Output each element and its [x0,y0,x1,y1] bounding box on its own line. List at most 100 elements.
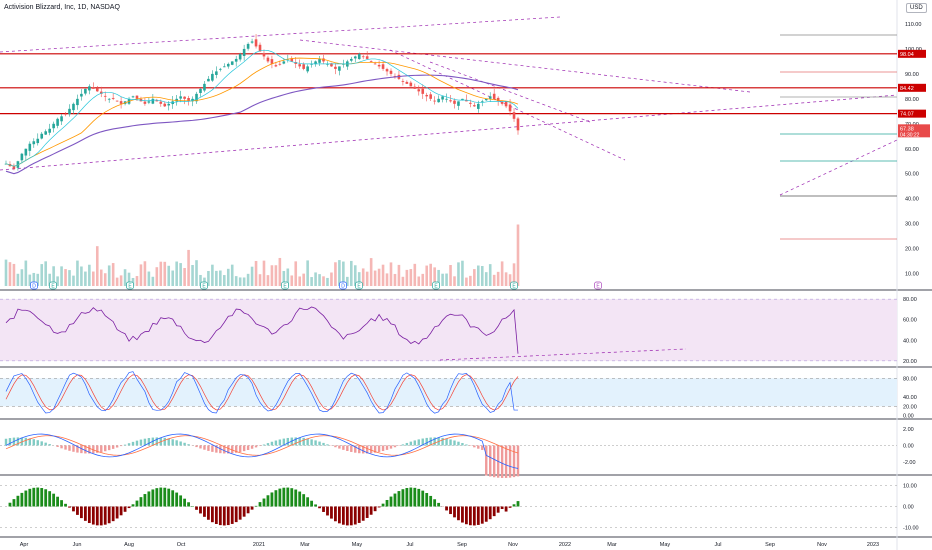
volume-bar [68,270,71,286]
x-tick-label: Apr [20,542,29,548]
event-marker-label: D [341,284,345,290]
candle-body [60,116,63,122]
currency-badge[interactable]: USD [906,3,927,13]
momentum-bar [508,506,512,508]
momentum-bar [163,487,167,507]
volume-bar [258,274,262,286]
momentum-bar [56,496,59,507]
momentum-bar [187,502,190,507]
macd-hist-bar [354,445,357,453]
macd-tick-label: 2.00 [903,427,914,433]
momentum-bar [183,498,187,507]
volume-bar [477,265,480,286]
candle-body [187,98,190,102]
momentum-bar [254,505,258,507]
macd-hist-bar [56,445,59,447]
macd-hist-bar [465,444,468,446]
volume-bar [44,261,47,286]
candle-body [421,88,425,94]
momentum-bar [286,487,290,507]
candle-body [250,41,254,43]
momentum-bar [298,491,302,507]
candle-body [234,58,238,62]
volume-bar [64,269,67,286]
momentum-bar [203,506,206,517]
momentum-bar [143,494,147,507]
volume-bar [294,261,298,286]
volume-bar [135,276,139,286]
macd-hist-bar [381,445,385,452]
macd-hist-bar [373,445,377,453]
volume-bar [183,268,186,286]
volume-bar [369,258,373,286]
x-tick-label: May [660,542,671,548]
volume-bar [16,273,20,286]
macd-hist-bar [76,445,79,453]
momentum-bar [199,506,202,514]
candle-body [326,63,329,65]
candle-body [385,69,389,72]
volume-bar [393,273,397,286]
volume-bar [496,271,500,286]
event-marker [355,281,363,290]
volume-bar [437,269,440,286]
macd-hist-bar [40,441,43,446]
volume-bar [80,266,83,286]
x-tick-label: Jul [714,542,721,548]
macd-hist-bar [238,445,242,453]
macd-hist-bar [219,445,222,454]
last-price-label: 67.38 [900,126,914,132]
volume-bar [4,259,8,286]
momentum-bar [318,506,321,509]
volume-bar [187,249,190,286]
macd-hist-bar [342,445,345,450]
momentum-bar [270,492,274,507]
x-tick-label: 2022 [559,542,571,548]
macd-hist-bar [389,445,393,449]
x-tick-label: Oct [177,542,186,548]
macd-hist-bar [20,437,24,446]
volume-bar [361,268,365,286]
momentum-bar [445,506,448,511]
x-tick-label: 2021 [253,542,265,548]
volume-bar [95,246,99,286]
volume-bar [270,265,274,286]
momentum-bar [405,487,409,507]
candle-body [437,98,440,103]
volume-bar [500,261,504,286]
momentum-bar [8,502,12,507]
momentum-bar [12,499,16,507]
event-marker [30,281,38,290]
candle-body [306,66,309,72]
volume-bar [484,272,488,286]
macd-hist-bar [413,440,417,446]
trendline [389,49,626,161]
level-badge [898,49,926,58]
event-marker-label: E [596,284,600,290]
candle-body [226,63,230,67]
ma50-line [5,57,519,167]
volume-bar [167,265,171,286]
macd-hist-bar [362,445,365,454]
momentum-bar [151,489,155,507]
trendline [429,61,591,123]
volume-bar [465,277,468,286]
macd-hist-bar [64,445,67,450]
macd-tick-label: -2.00 [903,460,916,466]
macd-hist-bar [171,439,174,446]
candle-body [48,128,51,133]
volume-bar [151,276,155,286]
candle-body [119,101,123,104]
volume-bar [469,275,472,286]
candle-body [159,101,163,104]
macd-hist-bar [421,438,424,446]
macd-hist-bar [516,445,520,477]
volume-bar [242,277,246,286]
volume-bar [199,274,202,286]
candle-body [266,57,270,62]
volume-bar [266,275,270,286]
volume-bar [131,277,135,286]
momentum-bar [516,501,520,507]
momentum-bar [484,506,488,522]
